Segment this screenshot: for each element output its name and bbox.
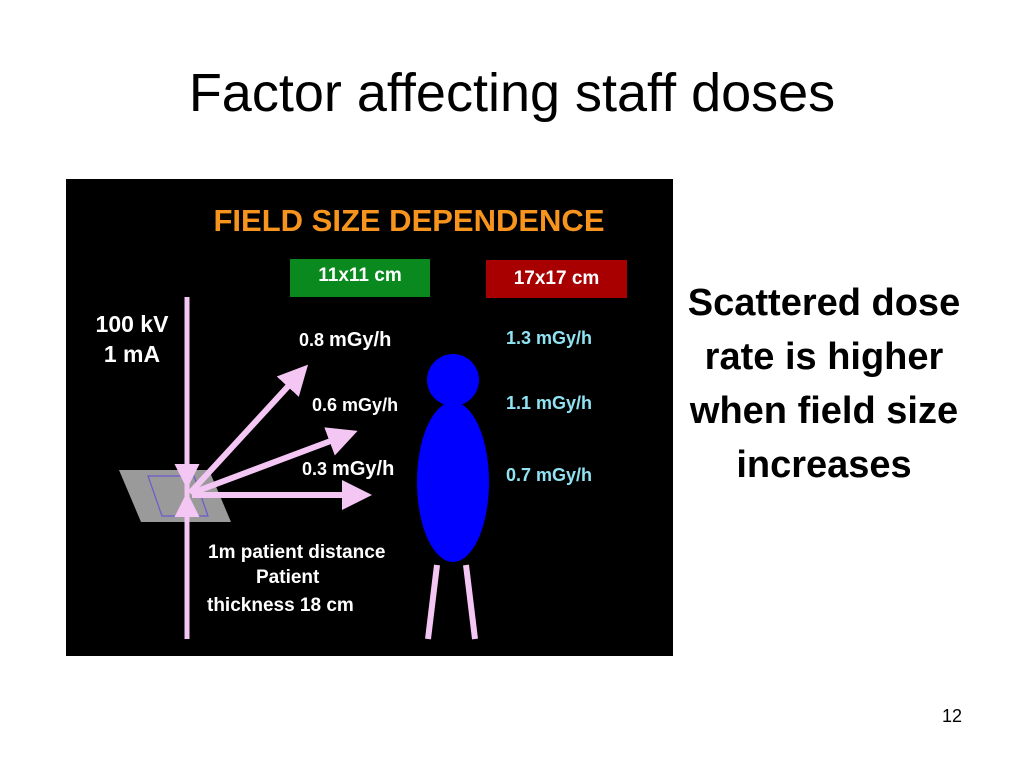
field-size-large-label: 17x17 cm <box>486 260 627 298</box>
tube-ma-label: 1 mA <box>103 341 161 367</box>
diagram-heading: FIELD SIZE DEPENDENCE <box>213 203 605 238</box>
dose-small-upper: 0.8 mGy/h <box>299 329 391 352</box>
dose-small-lower: 0.3 mGy/h <box>302 458 394 481</box>
scatter-arrow-upper <box>187 364 309 496</box>
staff-head <box>427 354 479 406</box>
dose-small-upper-value: 0.8 <box>299 330 325 350</box>
staff-left-leg <box>425 564 440 640</box>
dose-small-lower-value: 0.3 <box>302 459 328 479</box>
dose-small-middle-unit: mGy/h <box>342 395 399 415</box>
field-size-small-label: 11x11 cm <box>290 259 430 297</box>
distance-note: 1m patient distance <box>208 542 386 563</box>
slide-title: Factor affecting staff doses <box>188 63 836 123</box>
dose-large-lower: 0.7 mGy/h <box>506 465 593 485</box>
dose-small-middle-value: 0.6 <box>312 395 338 415</box>
diagram-panel: FIELD SIZE DEPENDENCE 11x11 cm 17x17 cm … <box>66 179 673 656</box>
scatter-arrow-middle <box>190 427 358 496</box>
dose-small-upper-unit: mGy/h <box>329 329 392 351</box>
thickness-note-line1: Patient <box>256 567 320 588</box>
page-number: 12 <box>941 706 962 726</box>
tube-settings: 100 kV 1 mA <box>84 309 180 369</box>
tube-kv-label: 100 kV <box>95 311 169 337</box>
dose-small-lower-unit: mGy/h <box>332 458 395 480</box>
dose-small-middle: 0.6 mGy/h <box>312 395 398 416</box>
diagram-graphic <box>119 297 489 640</box>
conclusion-text: Scattered dose rate is higher when field… <box>687 282 961 486</box>
staff-right-leg <box>463 564 478 640</box>
dose-large-middle: 1.1 mGy/h <box>506 393 593 413</box>
thickness-note-line2: thickness 18 cm <box>207 595 354 616</box>
dose-large-upper: 1.3 mGy/h <box>506 328 593 348</box>
staff-body <box>417 402 489 562</box>
